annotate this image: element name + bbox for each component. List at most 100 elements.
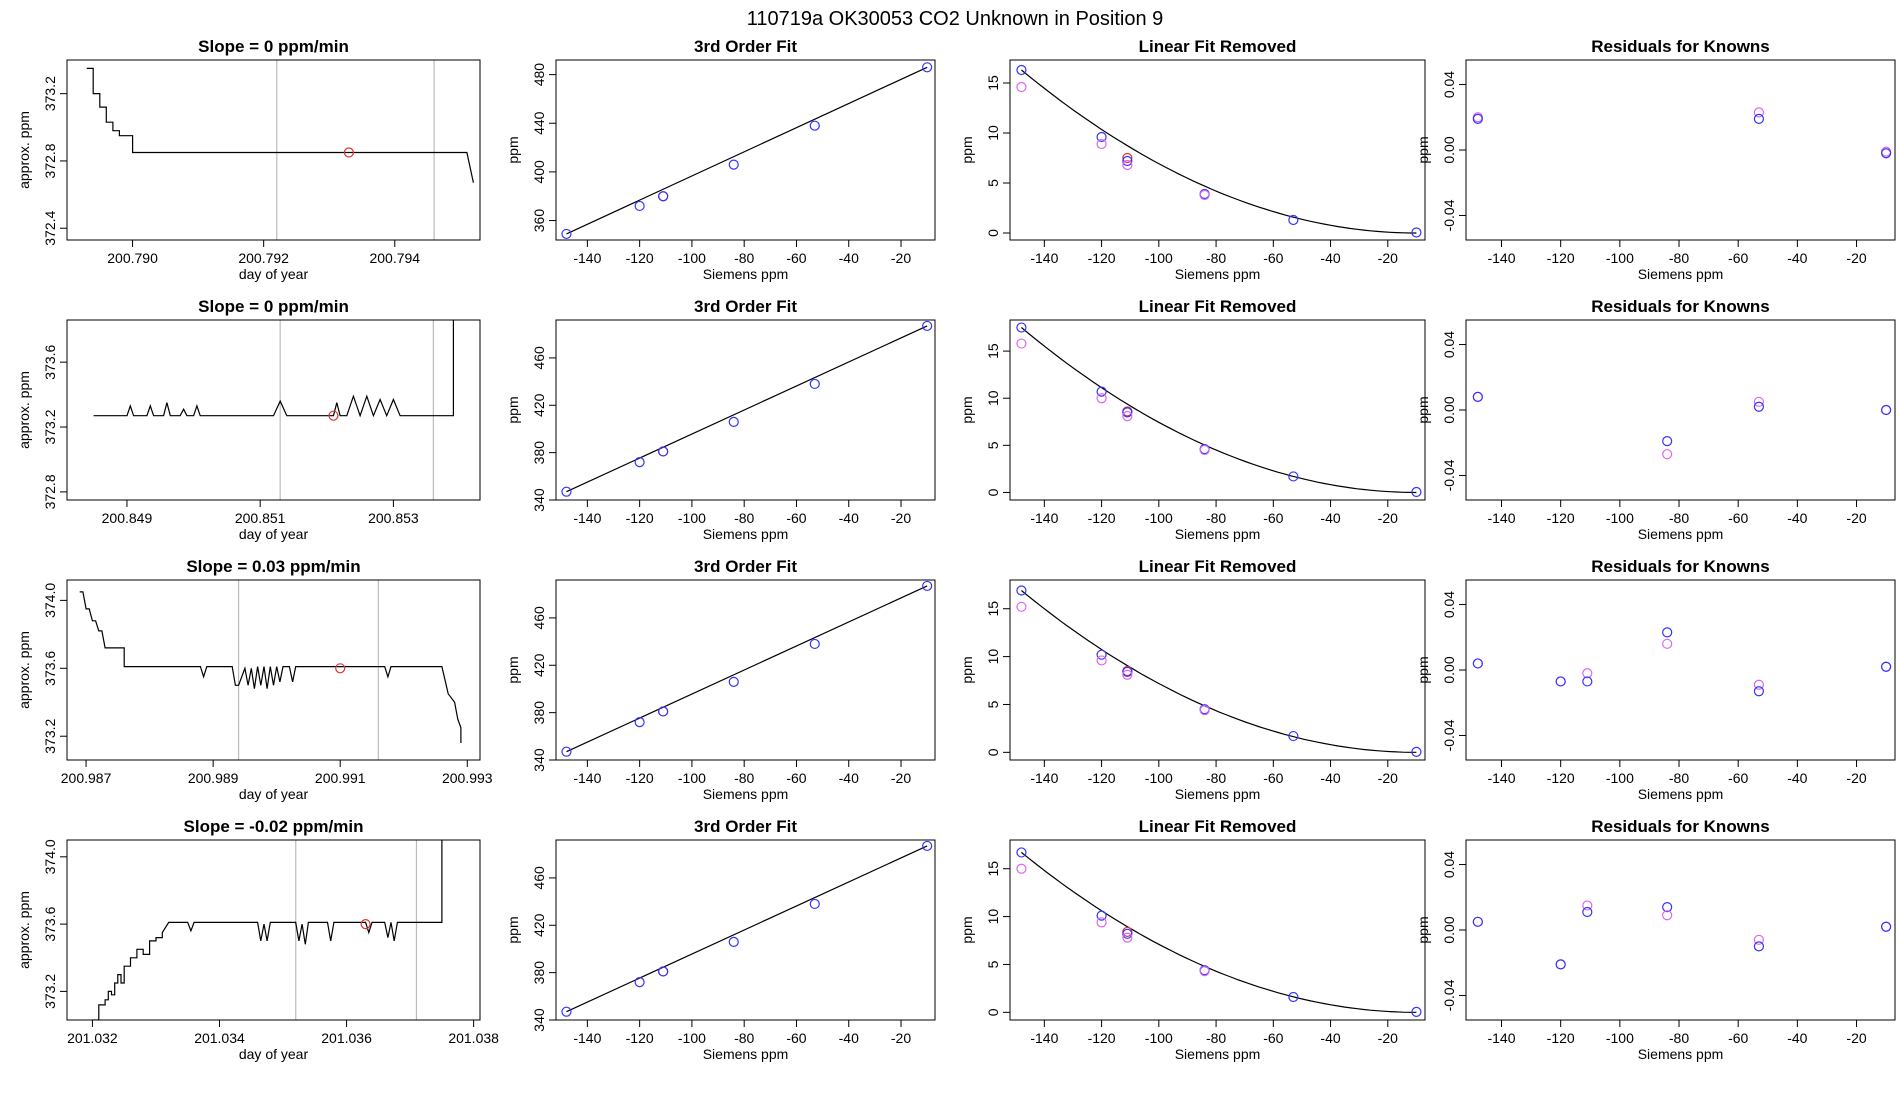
panel-12-frame [1465,579,1896,761]
panel-2-point-1 [561,228,572,240]
panel-5-y-tick-label-1: 372.8 [42,474,58,509]
panel-13: Slope = -0.02 ppm/min 201.032 201.034 201.0… [16,817,499,1062]
panel-8: Residuals for Knowns -140 -120 -100 -80 -60 -4… [1415,297,1896,542]
panel-3-x-tick-label-3: -100 [1145,250,1173,266]
panel-15-y-tick-label-1: 0 [985,1008,1001,1016]
panel-14-x-tick-label-4: -80 [734,1030,754,1046]
panel-4-y-axis-label: ppm [1415,136,1431,163]
panel-3-point-7 [1122,159,1133,171]
panel-15-point-6 [1122,928,1133,939]
panel-2-y-tick-label-3: 440 [531,111,547,135]
panel-4-point-6 [1881,148,1892,159]
panel-1-y-tick-label-3: 373.2 [42,76,58,111]
panel-3-point-4 [1096,138,1107,150]
panel-11-x-tick-label-2: -120 [1088,770,1116,786]
panel-7-point-1 [1016,322,1027,333]
panel-11-point-11 [1411,746,1422,757]
panel-3-x-tick-label-4: -80 [1206,250,1226,266]
panel-9-y-tick-label-3: 374.0 [42,583,58,618]
panel-12-x-tick-label-5: -60 [1728,770,1748,786]
panel-15-title: Linear Fit Removed [1139,817,1297,836]
panel-10-point-6 [809,638,820,650]
panel-12-y-tick-label-2: 0.00 [1441,656,1457,683]
panel-12-point-10 [1753,686,1765,697]
panel-4-plot-area [1472,107,1892,159]
panel-8-x-tick-label-4: -80 [1669,510,1689,526]
panel-15-x-tick-label-7: -20 [1378,1030,1398,1046]
panel-10-fit-line [566,585,928,753]
panel-16-point-6 [1582,906,1593,918]
panel-15-point-3 [1096,910,1107,921]
panel-3-point-1 [1016,64,1027,76]
panel-9-x-tick-label-1: 200.987 [61,770,112,786]
panel-9-plot-area [79,580,462,760]
panel-2-point-4 [658,191,669,202]
panel-5-x-tick-label-3: 200.853 [368,510,419,526]
panel-7-x-tick-label-7: -20 [1378,510,1398,526]
panel-6-y-tick-label-3: 420 [531,393,547,417]
panel-12-x-tick-label-1: -140 [1487,770,1515,786]
panel-3-fit-curve [1021,69,1417,234]
panel-3-x-tick-label-5: -60 [1263,250,1283,266]
panel-3-x-tick-label-7: -20 [1378,250,1398,266]
panel-7-point-2 [1016,338,1027,349]
panel-12-point-12 [1881,661,1892,672]
panel-7-x-tick-label-3: -100 [1145,510,1173,526]
panel-12-x-tick-label-4: -80 [1669,770,1689,786]
panel-14-x-tick-label-2: -120 [626,1030,654,1046]
panel-4-point-4 [1753,113,1765,125]
panel-2-x-tick-label-1: -140 [573,250,601,266]
panel-6-x-tick-label-7: -20 [891,510,911,526]
panel-7-title: Linear Fit Removed [1139,297,1297,316]
panel-12-x-tick-label-6: -40 [1787,770,1807,786]
panel-5: Slope = 0 ppm/min 200.849 200.851 200.853 37… [16,297,481,542]
panel-2-frame [555,59,936,241]
panel-3-y-tick-label-1: 0 [985,229,1001,237]
panel-14-y-tick-label-1: 340 [531,1008,547,1032]
panel-16-point-4 [1555,959,1566,970]
panel-8-x-tick-label-6: -40 [1787,510,1807,526]
panel-16-x-tick-label-7: -20 [1846,1030,1866,1046]
panel-6-point-7 [922,320,933,332]
panel-7-point-9 [1199,444,1210,456]
panel-16-point-10 [1753,941,1765,952]
panel-2-x-axis-label: Siemens ppm [703,266,789,282]
panel-4-x-tick-label-6: -40 [1787,250,1807,266]
panel-13-x-tick-label-3: 201.036 [321,1030,372,1046]
panel-7-x-tick-label-1: -140 [1030,510,1058,526]
panel-9-y-tick-label-2: 373.6 [42,651,58,686]
panel-14-y-axis-label: ppm [505,916,521,943]
panel-10-point-7 [922,580,933,592]
panel-4-point-2 [1472,113,1483,125]
panel-11-point-1 [1016,585,1027,596]
panel-10-point-1 [561,746,572,757]
panel-11-point-9 [1199,705,1210,716]
panel-10-y-axis-label: ppm [505,656,521,683]
panel-3-point-2 [1016,81,1027,93]
panel-4-y-tick-label-1: -0.04 [1441,199,1457,231]
panel-15-x-tick-label-2: -120 [1088,1030,1116,1046]
panel-7-x-tick-label-5: -60 [1263,510,1283,526]
panel-11-frame [1009,579,1426,761]
panel-10: 3rd Order Fit -140 -120 -100 -80 -60 -40 -20 340… [505,557,936,802]
panel-10-frame [555,579,936,761]
panel-15-y-tick-label-3: 10 [985,909,1001,925]
panel-9-y-axis-label: approx. ppm [16,631,32,709]
panel-14-x-tick-label-3: -100 [678,1030,706,1046]
panel-11-point-4 [1096,655,1107,666]
panel-11-x-tick-label-6: -40 [1320,770,1340,786]
panel-2-plot-area [561,62,933,240]
panel-16-x-tick-label-5: -60 [1728,1030,1748,1046]
panel-8-y-tick-label-2: 0.00 [1441,396,1457,423]
panel-11-y-tick-label-4: 15 [985,601,1001,617]
panel-12-point-7 [1662,627,1673,638]
panel-7-point-11 [1411,486,1422,498]
panel-5-unknown-marker [328,410,339,421]
panel-7-frame [1009,319,1426,501]
panel-12-y-tick-label-1: -0.04 [1441,719,1457,751]
panel-7-plot-area [1016,322,1422,498]
panel-15-x-tick-label-6: -40 [1320,1030,1340,1046]
panel-8-y-tick-label-3: 0.04 [1441,331,1457,358]
panel-8-point-3 [1662,435,1673,447]
panel-4-x-tick-label-3: -100 [1606,250,1634,266]
